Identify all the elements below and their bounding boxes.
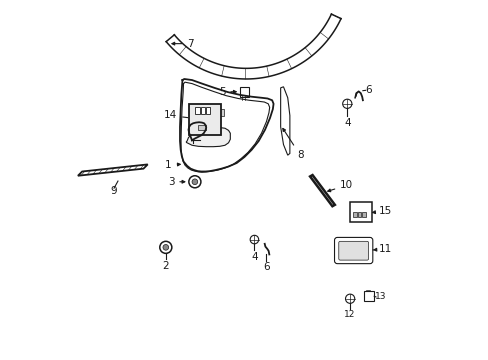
Bar [214,109,219,116]
Circle shape [345,294,354,303]
Text: 2: 2 [162,261,169,271]
FancyBboxPatch shape [334,238,372,264]
Bar [205,107,210,114]
FancyBboxPatch shape [338,241,368,260]
Text: 1: 1 [165,160,180,170]
Circle shape [192,179,197,185]
Text: 6: 6 [263,261,269,271]
Circle shape [250,235,258,244]
Text: 6: 6 [365,85,371,95]
Circle shape [342,99,351,108]
Bar [363,291,373,301]
Bar [198,125,205,130]
Text: 9: 9 [110,186,117,195]
Text: 12: 12 [344,310,355,319]
Text: 7: 7 [172,39,194,49]
Text: 15: 15 [372,206,391,216]
Text: 10: 10 [327,180,353,192]
FancyBboxPatch shape [349,202,372,222]
FancyBboxPatch shape [189,104,221,135]
Polygon shape [309,175,334,206]
Text: 3: 3 [167,177,184,187]
Text: 5: 5 [218,87,236,97]
Bar [209,109,214,116]
Bar [195,107,200,114]
Text: 4: 4 [343,118,350,128]
Circle shape [163,244,168,250]
Text: 11: 11 [372,244,391,254]
Circle shape [188,176,201,188]
Polygon shape [78,165,147,176]
Text: 13: 13 [374,292,386,301]
Polygon shape [280,87,289,155]
Bar [352,212,356,217]
Bar [362,212,366,217]
Bar [357,212,361,217]
Text: 8: 8 [282,129,303,160]
Polygon shape [186,127,230,147]
Text: 4: 4 [251,252,257,262]
Text: 14: 14 [163,111,187,121]
Bar [200,107,205,114]
Circle shape [160,241,171,253]
FancyBboxPatch shape [239,87,248,97]
Bar [219,109,224,116]
